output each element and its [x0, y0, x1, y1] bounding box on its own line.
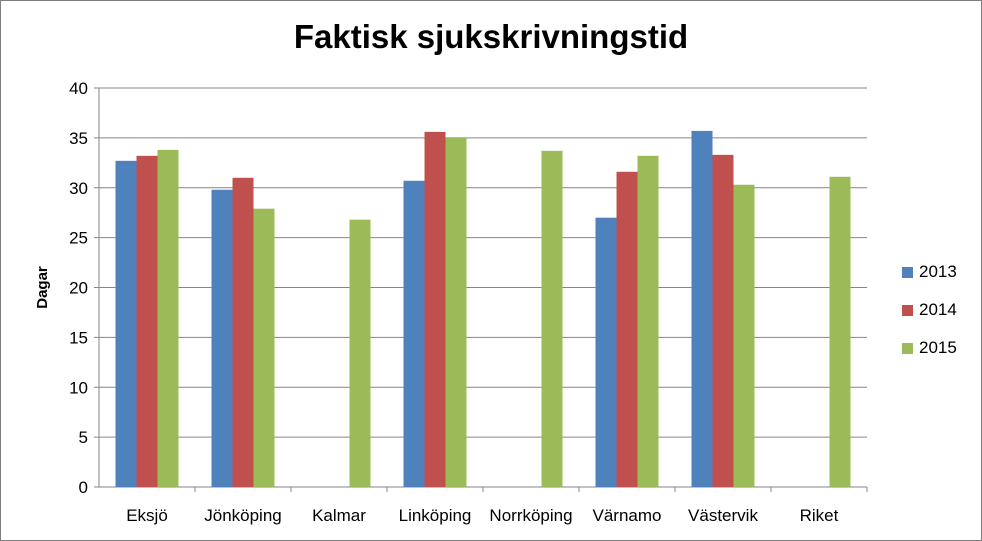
y-tick-label: 40 [69, 79, 88, 98]
x-tick-label: Linköping [399, 506, 472, 525]
y-tick-label: 25 [69, 229, 88, 248]
x-tick-label: Riket [800, 506, 839, 525]
bar-2013-6 [691, 130, 713, 487]
x-tick-label: Eksjö [126, 506, 168, 525]
bar-2015-7 [829, 176, 851, 487]
x-tick-label: Värnamo [593, 506, 662, 525]
bar-2014-1 [232, 177, 254, 487]
bar-2013-0 [115, 160, 137, 487]
bar-2015-3 [445, 137, 467, 487]
y-tick-label: 10 [69, 378, 88, 397]
legend-swatch-2013 [902, 266, 913, 278]
x-tick-label: Västervik [688, 506, 758, 525]
bar-2015-6 [733, 184, 755, 487]
bar-2013-3 [403, 180, 425, 487]
legend-item-2014: 2014 [902, 291, 957, 329]
legend-item-2013: 2013 [902, 253, 957, 291]
legend-item-2015: 2015 [902, 329, 957, 367]
x-tick-label: Norrköping [489, 506, 572, 525]
legend-label-2014: 2014 [919, 300, 957, 319]
x-tick-label: Kalmar [312, 506, 366, 525]
y-tick-label: 35 [69, 129, 88, 148]
bar-2014-0 [136, 155, 158, 487]
legend-label-2013: 2013 [919, 262, 957, 281]
legend-swatch-2015 [902, 342, 913, 354]
bar-2013-1 [211, 189, 233, 487]
legend-swatch-2014 [902, 304, 913, 316]
y-tick-label: 0 [79, 478, 88, 497]
legend-label-2015: 2015 [919, 338, 957, 357]
chart-title: Faktisk sjukskrivningstid [293, 18, 689, 55]
bar-2015-4 [541, 150, 563, 487]
y-axis-label: Dagar [34, 266, 51, 309]
chart-legend: 2013 2014 2015 [902, 253, 957, 367]
x-tick-label: Jönköping [204, 506, 282, 525]
y-tick-label: 30 [69, 179, 88, 198]
bar-2014-5 [616, 171, 638, 488]
y-tick-label: 20 [69, 279, 88, 298]
bar-2015-2 [349, 219, 371, 488]
bar-2014-3 [424, 131, 446, 487]
bar-2013-5 [595, 217, 617, 488]
bar-2014-6 [712, 154, 734, 487]
bar-2015-1 [253, 208, 275, 487]
y-tick-label: 5 [79, 428, 88, 447]
bar-2015-0 [157, 149, 179, 487]
y-tick-label: 15 [69, 328, 88, 347]
bar-2015-5 [637, 155, 659, 487]
